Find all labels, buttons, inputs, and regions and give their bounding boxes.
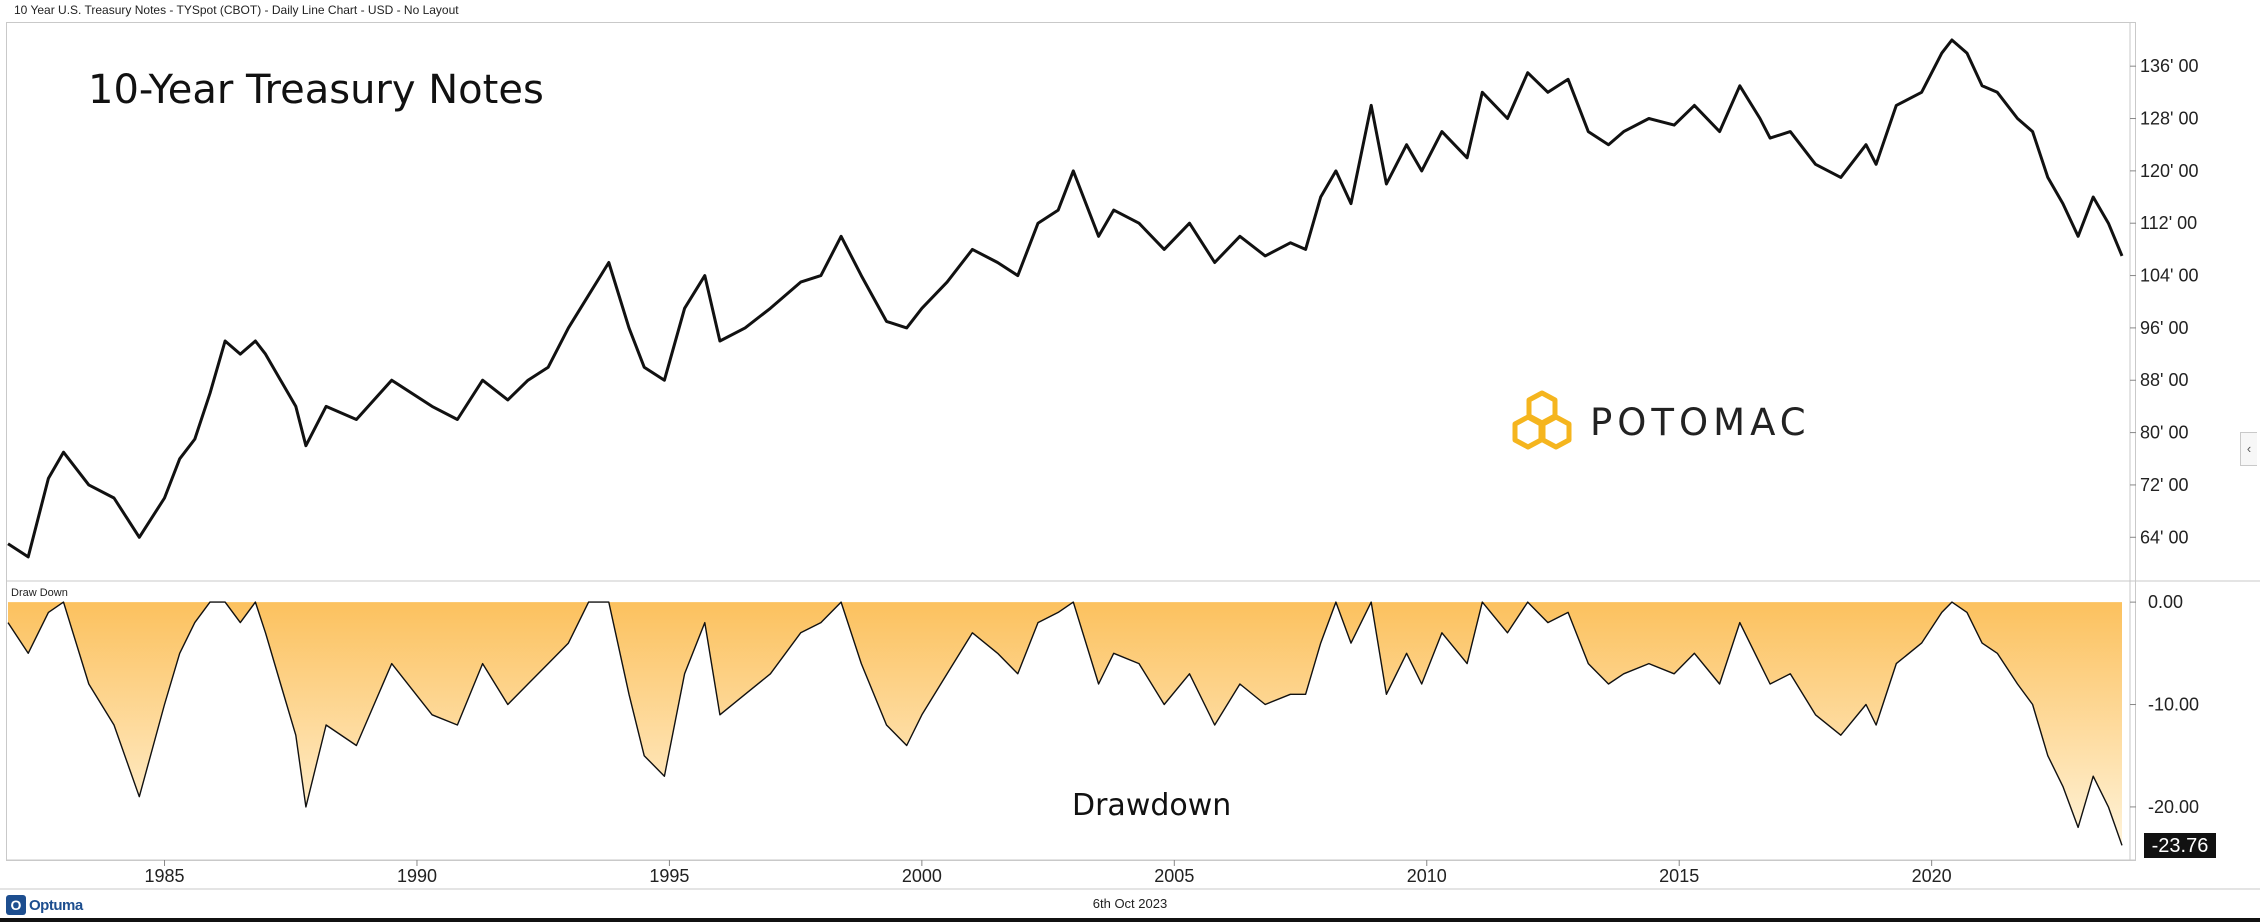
drawdown-panel-label: Draw Down — [11, 587, 68, 599]
price-tick-label: 104' 00 — [2140, 266, 2199, 286]
drawdown-tick-label: -10.00 — [2148, 695, 2199, 715]
price-tick-label: 72' 00 — [2140, 475, 2188, 495]
chevron-left-icon: ‹ — [2246, 441, 2252, 456]
chart-header: 10 Year U.S. Treasury Notes - TYSpot (CB… — [14, 3, 459, 17]
price-tick-label: 88' 00 — [2140, 370, 2188, 390]
drawdown-annotation: Drawdown — [1072, 788, 1231, 823]
optuma-logo: O Optuma — [6, 894, 83, 916]
price-panel: 10-Year Treasury Notes 136' 00 128' 00 120… — [7, 38, 2199, 559]
drawdown-line — [7, 601, 2123, 846]
date-tick-label: 2015 — [1659, 866, 1699, 886]
last-value-badge-box — [2144, 833, 2216, 858]
footer-date: 6th Oct 2023 — [1092, 896, 1168, 911]
date-tick-label: 2000 — [902, 866, 942, 886]
price-tick-label: 96' 00 — [2140, 318, 2188, 338]
drawdown-axis: 0.00 -10.00 -20.00 — [2130, 592, 2199, 817]
price-tick-label: 64' 00 — [2140, 527, 2188, 547]
optuma-logo-text: Optuma — [29, 896, 83, 914]
price-line[interactable] — [7, 38, 2124, 559]
drawdown-tick-label: -20.00 — [2148, 797, 2199, 817]
bottom-rule — [0, 918, 2260, 922]
brand-name: POTOMAC — [1590, 401, 1811, 444]
price-chart-title: 10-Year Treasury Notes — [88, 67, 544, 113]
drawdown-tick-label: 0.00 — [2148, 592, 2183, 612]
date-tick-label: 1995 — [649, 866, 689, 886]
last-value-badge: -23.76 — [2144, 833, 2216, 858]
date-tick-label: 1985 — [144, 866, 184, 886]
price-tick-label: 128' 00 — [2140, 109, 2199, 129]
optuma-logo-icon: O — [6, 895, 26, 915]
price-tick-label: 120' 00 — [2140, 161, 2199, 181]
last-value-badge-text: -23.76 — [2152, 835, 2209, 857]
price-tick-label: 136' 00 — [2140, 56, 2199, 76]
date-tick-label: 1990 — [397, 866, 437, 886]
price-tick-label: 80' 00 — [2140, 423, 2188, 443]
date-axis: 1985 1990 1995 2000 2005 2010 2015 2020 — [144, 860, 1952, 886]
drawdown-panel: Draw Down Drawdown 0.00 -10.00 -20.00 -23.… — [7, 587, 2216, 858]
date-tick-label: 2010 — [1407, 866, 1447, 886]
potomac-brand: POTOMAC — [1512, 390, 1811, 450]
date-tick-label: 2020 — [1912, 866, 1952, 886]
potomac-hexagon-logo-icon — [1512, 390, 1572, 450]
collapse-panel-button[interactable]: ‹ — [2240, 432, 2257, 466]
price-tick-label: 112' 00 — [2140, 213, 2197, 233]
date-tick-label: 2005 — [1154, 866, 1194, 886]
drawdown-area[interactable] — [8, 602, 2122, 846]
price-axis: 136' 00 128' 00 120' 00 112' 00 104' 00 96' 0… — [2130, 56, 2199, 547]
